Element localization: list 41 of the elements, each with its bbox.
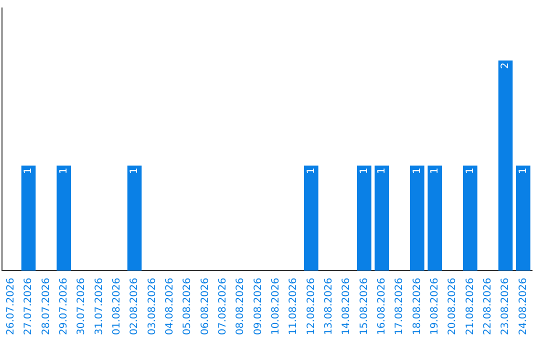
data-label: 1 — [129, 168, 140, 174]
x-tick-label: 23.08.2026 — [500, 278, 512, 336]
data-label: 1 — [23, 168, 34, 174]
x-tick-label: 08.08.2026 — [235, 278, 246, 336]
x-tick-label: 12.08.2026 — [306, 278, 317, 336]
x-tick-label: 19.08.2026 — [429, 278, 440, 336]
data-label: 1 — [518, 168, 529, 174]
data-label: 1 — [306, 168, 317, 174]
x-tick-label: 14.08.2026 — [341, 278, 352, 336]
data-label: 1 — [429, 168, 440, 174]
x-tick-label: 01.08.2026 — [111, 278, 122, 336]
x-tick-label: 05.08.2026 — [182, 278, 194, 336]
data-label: 1 — [412, 168, 423, 174]
data-label: 1 — [358, 168, 370, 174]
x-tick-label: 03.08.2026 — [146, 278, 158, 336]
x-tick-label: 29.07.2026 — [58, 278, 70, 336]
x-tick-label: 06.08.2026 — [200, 278, 211, 336]
x-tick-label: 07.08.2026 — [217, 278, 228, 336]
data-label: 1 — [464, 168, 476, 174]
data-label: 1 — [376, 168, 388, 174]
x-tick-label: 15.08.2026 — [358, 278, 370, 336]
data-label: 1 — [58, 168, 70, 174]
x-tick-label: 18.08.2026 — [412, 278, 423, 336]
data-label: 2 — [500, 62, 512, 69]
x-tick-label: 26.07.2026 — [5, 278, 16, 336]
x-tick-label: 13.08.2026 — [323, 278, 334, 336]
x-tick-label: 31.07.2026 — [94, 278, 105, 336]
x-tick-label: 22.08.2026 — [482, 278, 494, 336]
x-tick-label: 02.08.2026 — [129, 278, 140, 336]
x-tick-label: 04.08.2026 — [164, 278, 176, 336]
x-tick-label: 27.07.2026 — [23, 278, 34, 336]
x-tick-label: 30.07.2026 — [76, 278, 88, 336]
x-tick-label: 20.08.2026 — [447, 278, 458, 336]
x-tick-label: 24.08.2026 — [518, 278, 529, 336]
x-tick-label: 10.08.2026 — [270, 278, 282, 336]
x-tick-label: 17.08.2026 — [394, 278, 406, 336]
x-tick-label: 09.08.2026 — [252, 278, 264, 336]
x-tick-label: 28.07.2026 — [40, 278, 52, 336]
x-tick-label: 11.08.2026 — [288, 278, 300, 336]
x-tick-label: 21.08.2026 — [464, 278, 476, 336]
x-tick-label: 16.08.2026 — [376, 278, 388, 336]
